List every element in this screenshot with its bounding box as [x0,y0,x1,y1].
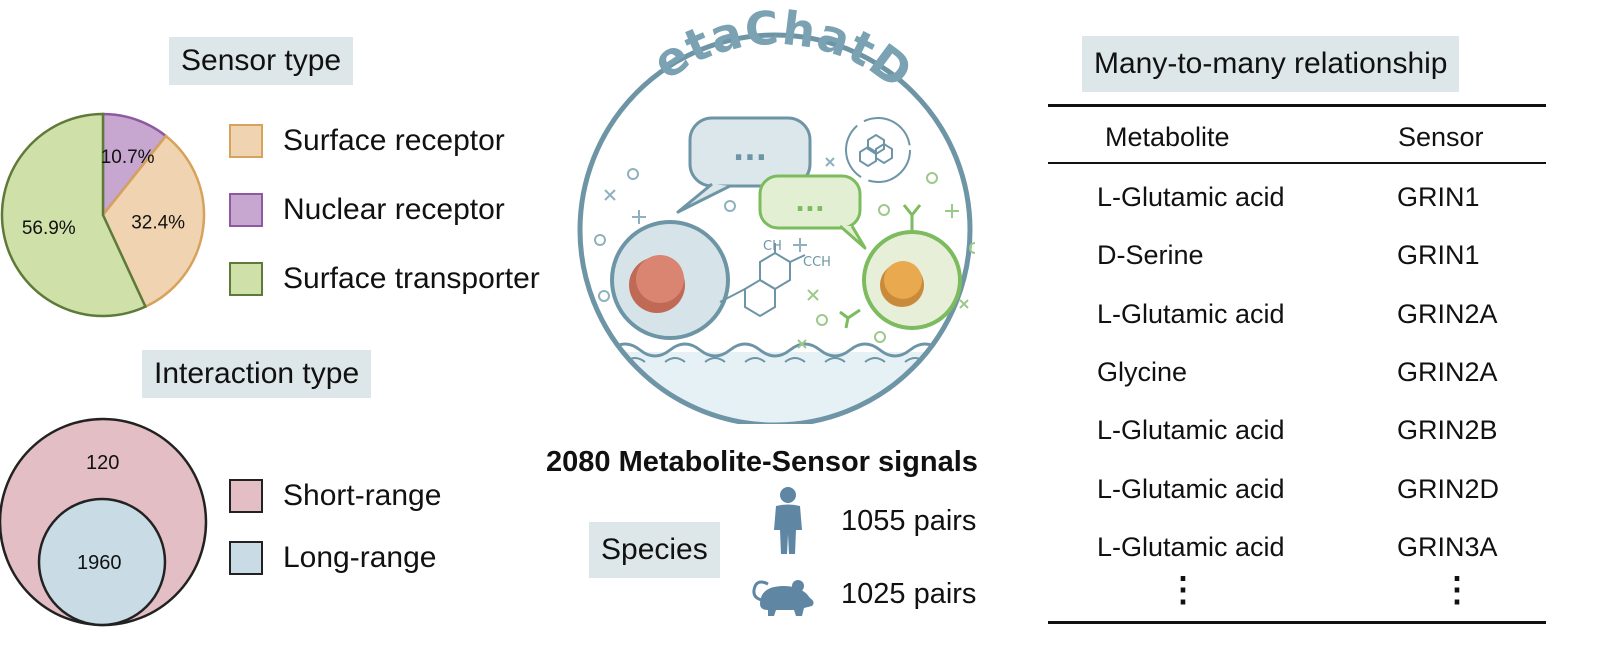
long-range-count: 1960 [77,552,122,574]
molecule-ring-icon [845,117,911,183]
sensor-cell: GRIN2D [1397,474,1500,504]
metabolite-cell: L-Glutamic acid [1097,532,1285,562]
mouse-pairs: 1025 pairs [841,578,977,610]
legend-label-long-range: Long-range [283,541,437,574]
legend-label-nuclear-receptor: Nuclear receptor [283,193,505,226]
metabolite-cell: L-Glutamic acid [1097,299,1285,329]
legend-label-surface-transporter: Surface transporter [283,262,540,295]
green-decoration-symbols [797,172,975,349]
logo-border-ring [577,32,973,424]
short-range-count: 120 [86,452,120,474]
svg-text:CCH: CCH [803,255,831,270]
svg-text:...: ... [795,188,825,218]
naphthalene-molecule-icon [719,243,806,318]
metabolite-cell: L-Glutamic acid [1097,415,1285,445]
interaction-type-title: Interaction type [142,350,372,398]
legend-label-short-range: Short-range [283,479,442,512]
sensor-ellipsis: ⋮ [1440,571,1474,609]
human-pairs: 1055 pairs [841,505,977,537]
human-icon [774,487,802,554]
signals-summary: 2080 Metabolite-Sensor signals [546,446,978,478]
sensor-cell: GRIN3A [1397,532,1498,562]
speech-bubble-right-icon: ... [758,174,867,250]
table-title: Many-to-many relationship [1082,36,1460,92]
sensor-cell: GRIN2A [1397,299,1498,329]
table-top-rule [1048,104,1546,107]
pie-label-surface-transporter: 56.9% [22,218,76,239]
metachatdb-logo-illustration: MetaChatDB ... ... CH [575,4,975,424]
interaction-venn [0,417,208,627]
metabolite-cell: D-Serine [1097,240,1204,270]
sensor-cell: GRIN2A [1397,357,1498,387]
mouse-icon [752,580,814,616]
legend-swatch-surface-transporter [229,262,263,296]
sensor-cell: GRIN1 [1397,182,1480,212]
sensor-type-title: Sensor type [169,37,354,85]
legend-swatch-short-range [229,479,263,513]
legend-swatch-surface-receptor [229,124,263,158]
table-header-rule [1048,162,1546,164]
legend-label-surface-receptor: Surface receptor [283,124,505,157]
species-title: Species [589,522,720,578]
pie-label-surface-receptor: 32.4% [131,213,185,234]
sensor-cell: GRIN1 [1397,240,1480,270]
sensor-type-pie-chart: 10.7% 32.4% 56.9% [0,112,206,318]
pie-slice-surface-receptor [101,134,206,309]
pie-label-nuclear-receptor: 10.7% [101,147,155,168]
decoration-symbols [594,157,835,302]
long-range-circle [37,497,167,627]
legend-swatch-long-range [229,541,263,575]
table-bottom-rule [1048,621,1546,624]
metabolite-ellipsis: ⋮ [1166,571,1200,609]
green-cell-icon [839,204,962,330]
metabolite-cell: L-Glutamic acid [1097,474,1285,504]
speech-bubble-left-icon: ... [676,116,812,214]
header-metabolite: Metabolite [1105,122,1230,152]
metabolite-cell: L-Glutamic acid [1097,182,1285,212]
sensor-cell: GRIN2B [1397,415,1498,445]
metabolite-cell: Glycine [1097,357,1188,387]
pie-slice-surface-transporter [0,112,148,318]
pie-slice-nuclear-receptor [101,112,168,219]
legend-swatch-nuclear-receptor [229,193,263,227]
svg-text:CH: CH [763,239,782,254]
blue-cell-icon [610,220,730,340]
svg-text:...: ... [733,133,767,168]
header-sensor: Sensor [1398,122,1484,152]
